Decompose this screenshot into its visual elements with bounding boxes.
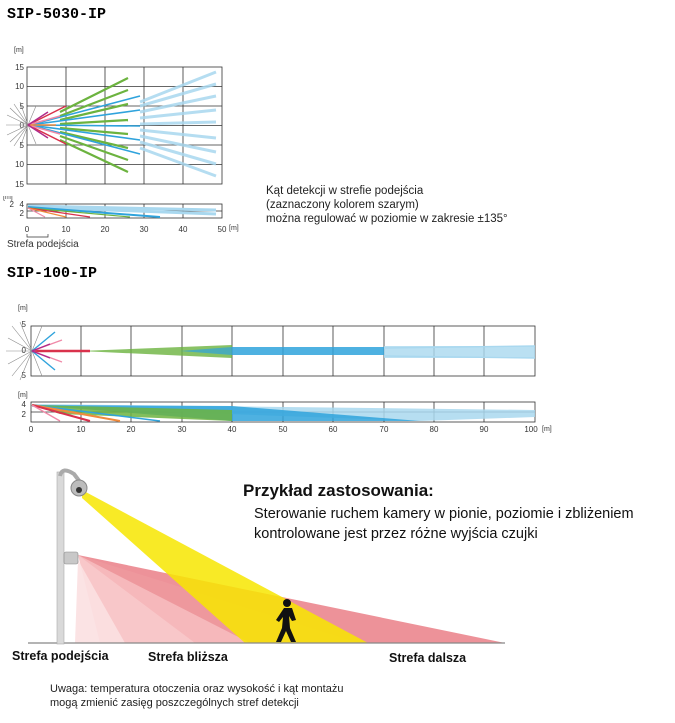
x-tick: 30 — [140, 225, 149, 234]
x-tick: 70 — [380, 425, 389, 434]
unit-label: [m] — [229, 225, 239, 232]
x-tick: 50 — [218, 225, 227, 234]
model-title-sip100: SIP-100-IP — [7, 265, 98, 282]
side-tick: 4 — [22, 400, 27, 409]
x-tick: 20 — [127, 425, 136, 434]
unit-label: [m] — [14, 47, 24, 54]
unit-label: [m] — [3, 196, 13, 201]
x-tick: 40 — [228, 425, 237, 434]
warning-line: mogą zmienić zasięg poszczególnych stref… — [50, 697, 299, 709]
x-tick: 40 — [179, 225, 188, 234]
x-tick: 80 — [430, 425, 439, 434]
y-tick: 0 — [22, 346, 27, 355]
mounting-pole — [56, 471, 65, 645]
side-tick: 2 — [10, 200, 15, 209]
y-tick: 10 — [15, 160, 24, 169]
approach-zone-label: Strefa podejścia — [7, 239, 79, 250]
zone-label-approach: Strefa podejścia — [12, 649, 109, 663]
y-tick: 5 — [20, 102, 25, 111]
y-tick: 0 — [20, 121, 25, 130]
walking-person-icon — [276, 599, 296, 642]
y-tick: 10 — [15, 82, 24, 91]
x-tick: 100 — [524, 425, 538, 434]
detection-angle-note: Kąt detekcji w strefie podejścia (zaznac… — [266, 184, 508, 226]
sip100-side-view-chart: [m] 4 2 0 10 20 30 40 50 60 70 80 90 100 — [18, 392, 552, 434]
camera-lens — [76, 487, 82, 493]
x-tick: 20 — [101, 225, 110, 234]
approach-zone-fan — [6, 101, 37, 149]
x-tick: 60 — [329, 425, 338, 434]
far-zone-beams — [139, 70, 217, 178]
note-line: Kąt detekcji w strefie podejścia — [266, 185, 424, 197]
zone-label-near: Strefa bliższa — [148, 650, 228, 664]
near-zone-area — [78, 555, 250, 643]
description-line: Sterowanie ruchem kamery w pionie, pozio… — [254, 506, 634, 522]
x-tick: 90 — [480, 425, 489, 434]
y-tick: 15 — [15, 63, 24, 72]
note-line: można regulować w poziomie w zakresie ±1… — [266, 213, 508, 225]
warning-line: Uwaga: temperatura otoczenia oraz wysoko… — [50, 683, 344, 695]
side-tick: 4 — [20, 200, 25, 209]
mid-zone-beams — [59, 77, 129, 173]
camera-arm — [58, 468, 82, 484]
close-zone-beams — [27, 105, 67, 145]
sip5030-side-view-chart: [m] 2 4 2 0 10 20 30 40 50 [m] — [3, 196, 239, 238]
description-line: kontrolowane jest przez różne wyjścia cz… — [254, 526, 538, 542]
note-line: (zaznaczony kolorem szarym) — [266, 199, 419, 211]
unit-label: [m] — [542, 426, 552, 433]
x-tick: 0 — [29, 425, 34, 434]
x-tick: 30 — [178, 425, 187, 434]
y-tick: 15 — [15, 180, 24, 189]
sip100-top-view-chart: [m] 5 0 5 — [6, 305, 536, 381]
sip5030-top-view-chart: [m] 15 10 5 0 5 10 15 — [6, 47, 223, 189]
side-tick: 2 — [20, 209, 25, 218]
example-title: Przykład zastosowania: — [243, 481, 434, 500]
x-tick: 50 — [279, 425, 288, 434]
camera-view-beam — [82, 490, 368, 643]
example-description: Sterowanie ruchem kamery w pionie, pozio… — [254, 504, 634, 544]
side-tick: 2 — [22, 410, 27, 419]
approach-zone-area — [75, 560, 125, 643]
sensor-housing — [63, 551, 79, 565]
approach-bracket — [26, 234, 49, 238]
unit-label: [m] — [18, 305, 28, 312]
zone-label-far: Strefa dalsza — [389, 651, 467, 665]
model-title-sip5030: SIP-5030-IP — [7, 6, 107, 23]
x-tick: 0 — [25, 225, 30, 234]
y-tick: 5 — [22, 320, 27, 329]
y-tick: 5 — [20, 141, 25, 150]
warning-note: Uwaga: temperatura otoczenia oraz wysoko… — [50, 682, 343, 710]
x-tick: 10 — [62, 225, 71, 234]
application-example-illustration — [28, 468, 505, 645]
x-tick: 10 — [77, 425, 86, 434]
y-tick: 5 — [22, 371, 27, 380]
unit-label: [m] — [18, 392, 28, 399]
